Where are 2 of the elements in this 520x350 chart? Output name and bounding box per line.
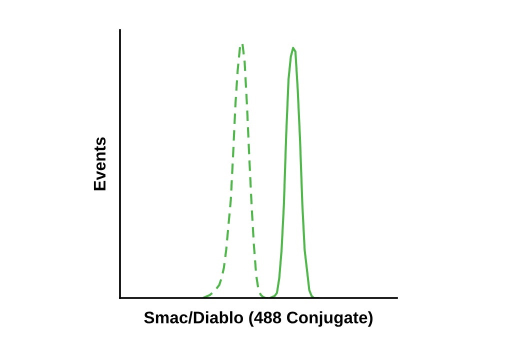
x-axis-title: Smac/Diablo (488 Conjugate) [144,311,373,327]
y-axis-title: Events [94,137,106,190]
